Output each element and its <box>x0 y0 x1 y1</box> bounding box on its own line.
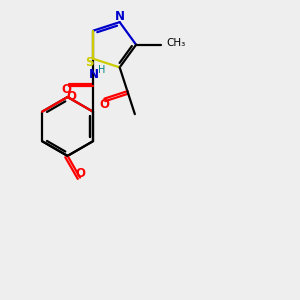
Text: O: O <box>61 82 71 95</box>
Text: S: S <box>85 56 94 69</box>
Text: H: H <box>98 65 105 75</box>
Text: N: N <box>115 10 125 23</box>
Text: CH₃: CH₃ <box>167 38 186 48</box>
Text: O: O <box>66 91 76 103</box>
Text: O: O <box>99 98 110 111</box>
Text: O: O <box>75 167 85 180</box>
Text: N: N <box>89 68 99 81</box>
